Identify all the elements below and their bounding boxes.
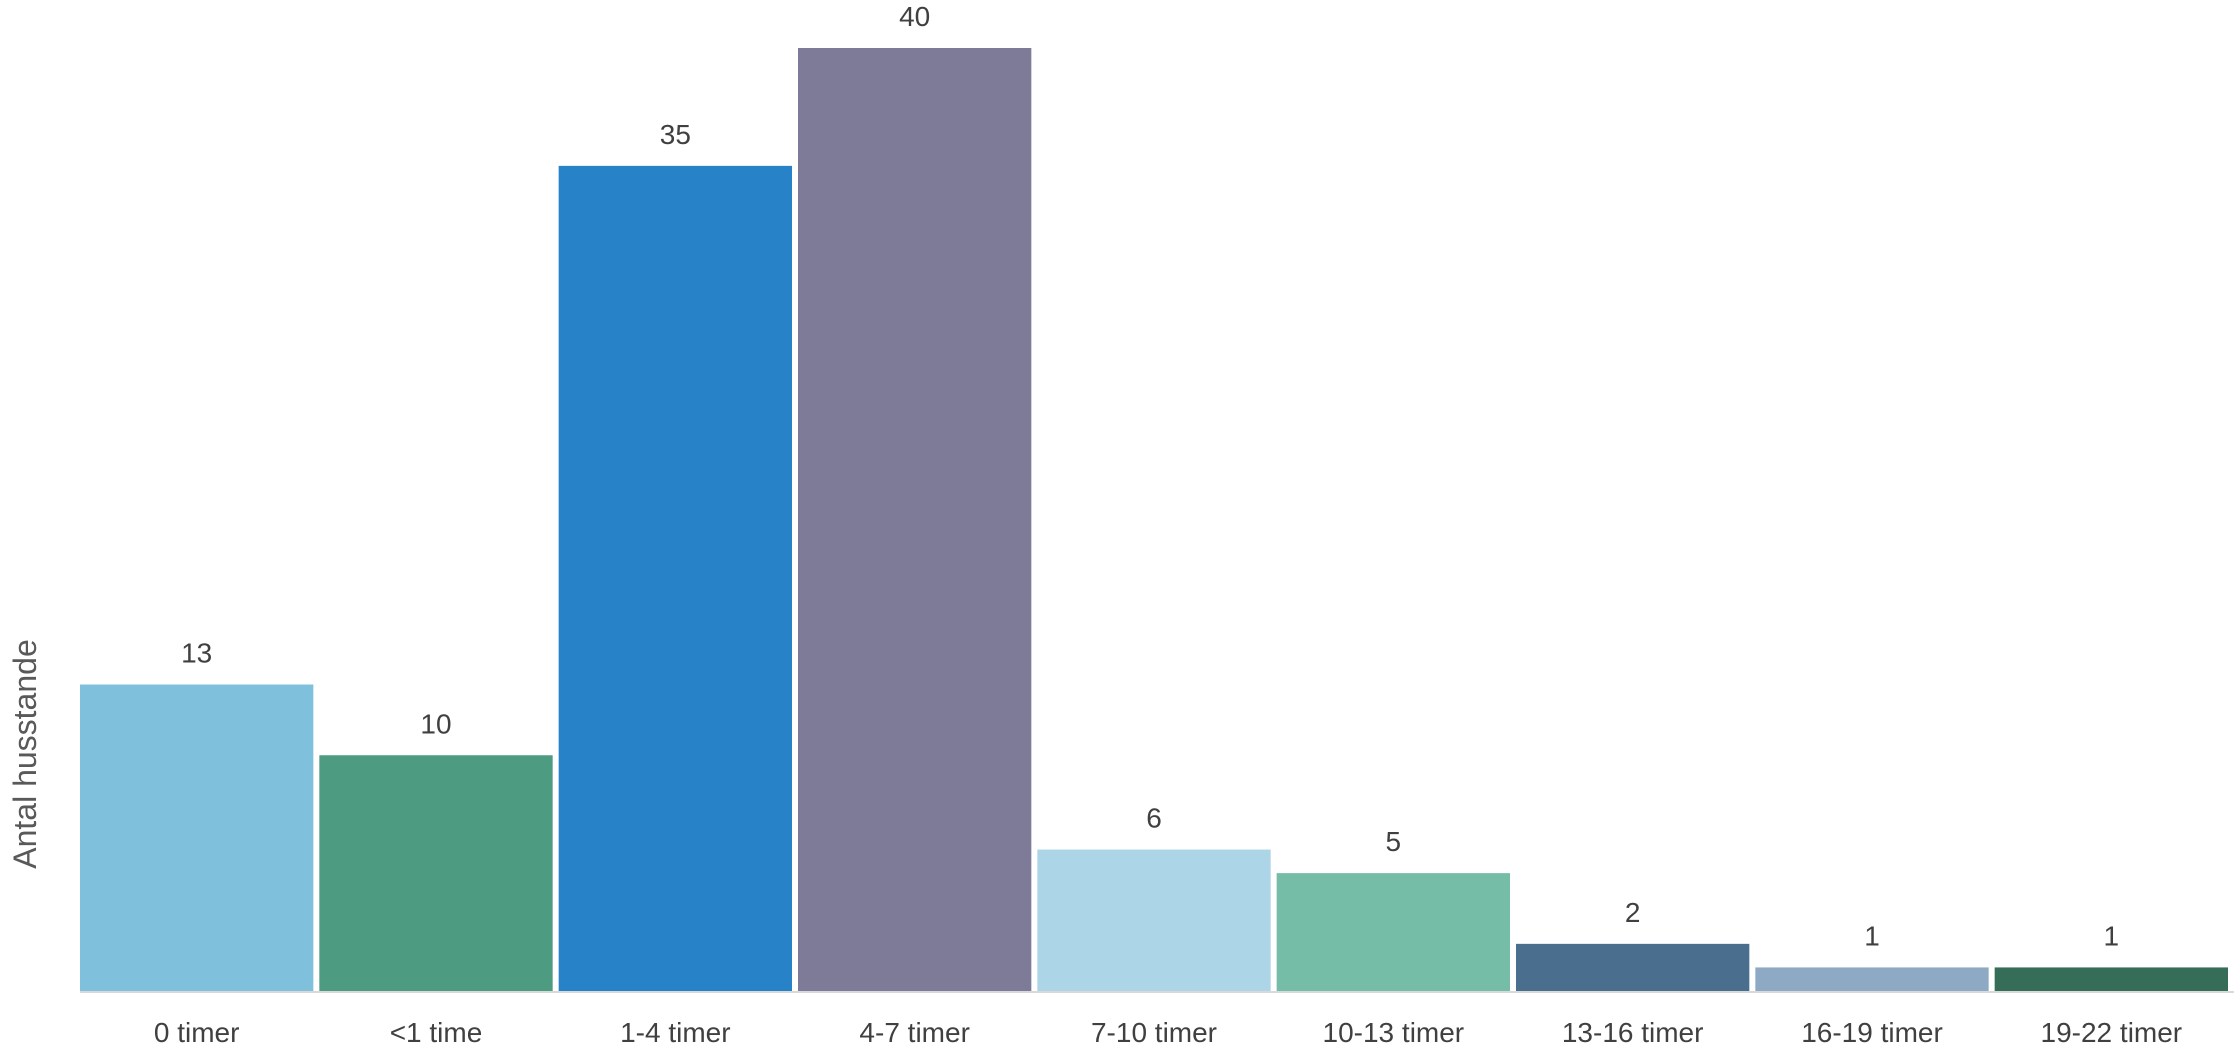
bar-5 [1276,873,1510,991]
x-tick-label-7: 16-19 timer [1801,1017,1943,1048]
data-label-5: 5 [1386,826,1402,857]
x-tick-label-8: 19-22 timer [2041,1017,2183,1048]
bar-0 [80,684,314,991]
x-tick-label-3: 4-7 timer [859,1017,969,1048]
bar-1 [319,755,553,991]
y-axis-title: Antal husstande [7,639,43,869]
bar-6 [1516,943,1750,991]
bar-4 [1037,849,1271,991]
data-label-4: 6 [1146,803,1162,834]
data-label-3: 40 [899,1,930,32]
x-tick-label-5: 10-13 timer [1323,1017,1465,1048]
data-label-7: 1 [1864,920,1880,951]
x-tick-label-6: 13-16 timer [1562,1017,1704,1048]
data-label-1: 10 [420,708,451,739]
value-labels-group: 13 10 35 40 6 5 2 1 1 [181,1,2119,951]
data-label-2: 35 [660,119,691,150]
x-tick-label-1: <1 time [390,1017,483,1048]
x-tick-label-2: 1-4 timer [620,1017,730,1048]
x-tick-label-0: 0 timer [154,1017,240,1048]
tick-labels-group: 0 timer <1 time 1-4 timer 4-7 timer 7-10 tim… [154,1017,2182,1048]
data-label-8: 1 [2104,920,2120,951]
data-label-6: 2 [1625,897,1641,928]
bars-group [80,48,2228,991]
data-label-0: 13 [181,638,212,669]
x-tick-label-4: 7-10 timer [1091,1017,1217,1048]
bar-8 [1994,967,2228,991]
bar-2 [558,165,792,991]
bar-3 [798,48,1032,991]
bar-7 [1755,967,1989,991]
